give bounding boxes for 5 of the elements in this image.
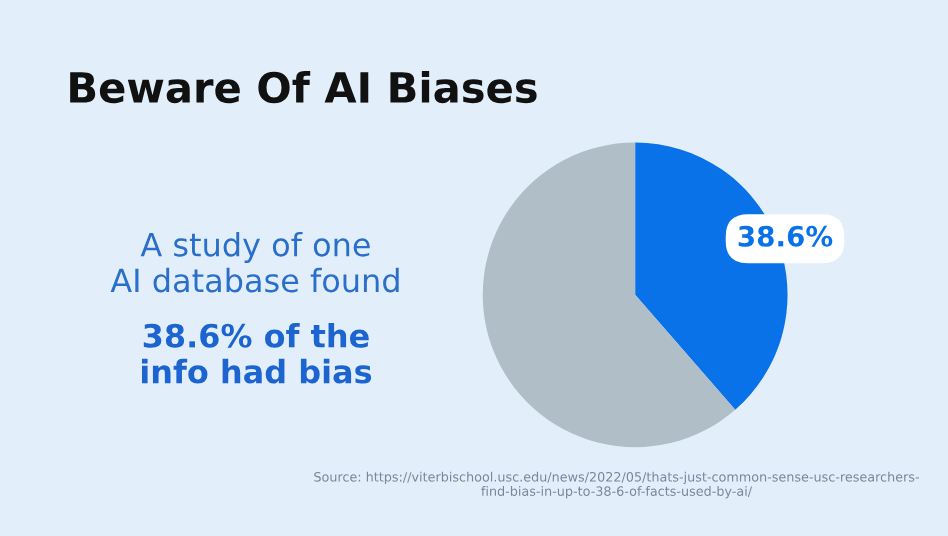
text: 38.6% of the info had bias [141, 323, 372, 384]
data-label: 38.6% [738, 225, 833, 247]
chart-title: Beware Of AI Biases [70, 70, 537, 104]
text: A study of one AI database found [110, 231, 399, 293]
pie-slice [482, 142, 736, 448]
